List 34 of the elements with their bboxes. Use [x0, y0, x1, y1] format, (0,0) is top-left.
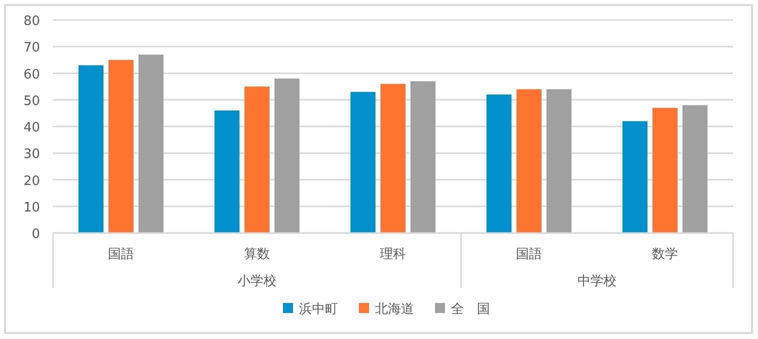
bar — [214, 110, 240, 233]
bar — [274, 78, 300, 233]
y-tick-label: 50 — [23, 94, 40, 109]
x-tick-label: 国語 — [108, 247, 134, 262]
bar — [682, 105, 708, 233]
y-tick-label: 70 — [23, 40, 40, 56]
text: 中学校 — [578, 274, 616, 289]
y-tick-label: 10 — [23, 200, 40, 216]
y-tick-label: 60 — [23, 67, 40, 82]
bar — [78, 65, 104, 233]
y-tick-label: 20 — [23, 174, 40, 189]
bar — [108, 60, 134, 233]
bar — [380, 84, 406, 233]
legend-label: 北海道 — [375, 302, 414, 317]
legend-label: 全 国 — [451, 302, 490, 317]
bar — [486, 94, 512, 233]
bar — [622, 121, 648, 233]
bar — [244, 86, 270, 233]
x-tick-label: 算数 — [244, 247, 270, 262]
bar — [350, 92, 376, 233]
y-tick-label: 30 — [23, 147, 40, 162]
bar — [652, 108, 678, 233]
x-tick-label: 国語 — [516, 247, 542, 262]
x-tick-label: 数学 — [652, 247, 678, 262]
y-tick-label: 40 — [23, 120, 40, 136]
bar — [516, 89, 542, 233]
legend-label: 浜中町 — [299, 302, 338, 317]
y-tick-label: 0 — [32, 227, 40, 242]
bar — [410, 81, 436, 233]
text: 小学校 — [238, 274, 276, 289]
y-tick-label: 80 — [23, 14, 40, 29]
bar — [546, 89, 572, 233]
x-tick-label: 理科 — [380, 247, 406, 262]
bar — [138, 54, 164, 233]
